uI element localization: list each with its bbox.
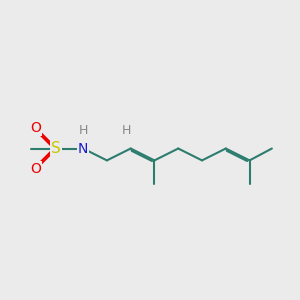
Text: H: H <box>122 124 131 137</box>
Text: O: O <box>30 121 41 135</box>
Text: H: H <box>78 124 88 137</box>
Text: S: S <box>52 141 61 156</box>
Text: N: N <box>78 142 88 155</box>
Text: O: O <box>30 162 41 176</box>
